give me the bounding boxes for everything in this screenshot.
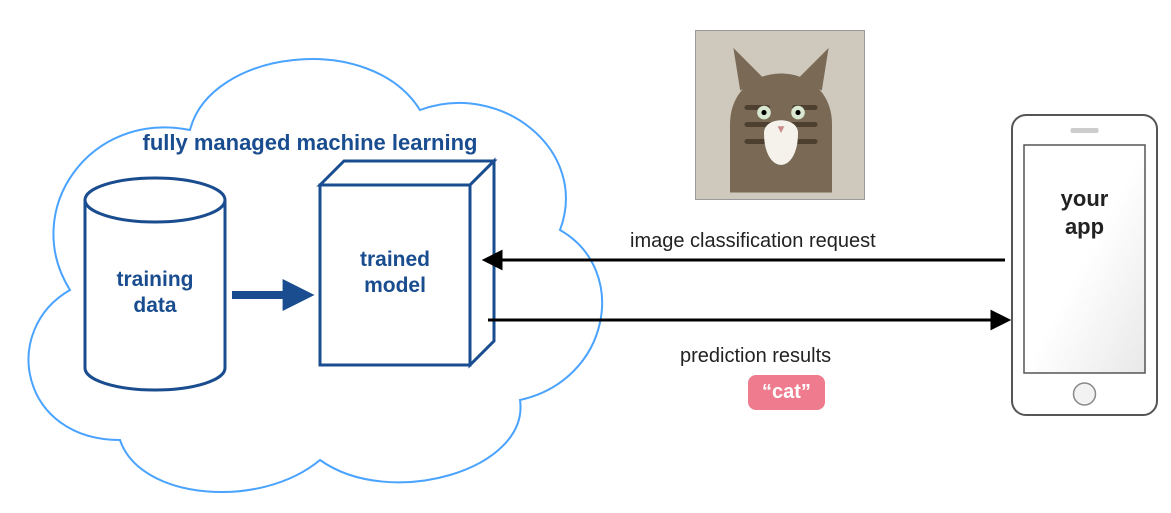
training-data-label: training data — [85, 267, 225, 320]
training-data-label-line2: data — [133, 294, 176, 317]
phone-app-label: your app — [1024, 185, 1145, 240]
phone-app-label-line1: your — [1061, 186, 1109, 211]
phone-app-label-line2: app — [1065, 214, 1104, 239]
prediction-badge: “cat” — [748, 375, 825, 410]
training-data-label-line1: training — [117, 268, 194, 291]
cloud-title: fully managed machine learning — [110, 130, 510, 156]
cat-image — [695, 30, 865, 200]
phone-device — [1012, 115, 1157, 415]
response-label: prediction results — [680, 345, 831, 368]
trained-model-label: trained model — [320, 247, 470, 300]
trained-model-label-line2: model — [364, 274, 426, 297]
trained-model-label-line1: trained — [360, 248, 430, 271]
cat-icon — [696, 31, 865, 200]
request-label: image classification request — [630, 230, 876, 253]
diagram-canvas — [0, 0, 1171, 513]
